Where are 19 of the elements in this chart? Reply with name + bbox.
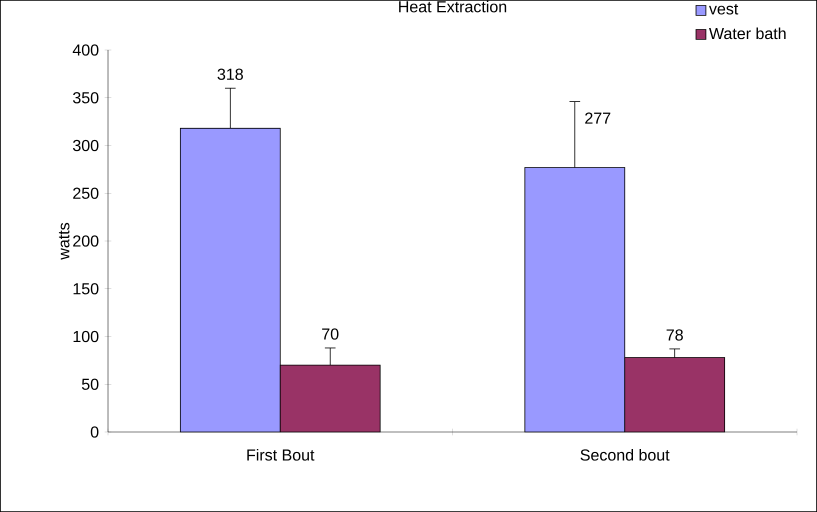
y-tick-label: 100 (74, 330, 98, 342)
y-tick-label: 350 (72, 92, 98, 104)
y-axis-title: watts (58, 222, 70, 260)
chart-title: Heat Extraction (399, 0, 506, 12)
data-label: 78 (666, 329, 683, 341)
data-label: 277 (585, 112, 610, 124)
y-tick-label: 300 (72, 140, 98, 152)
legend-label: Water bath (709, 27, 786, 40)
data-label: 318 (218, 68, 243, 80)
y-tick-label: 0 (90, 426, 98, 438)
y-tick-label: 50 (82, 378, 98, 390)
x-tick-label: First Bout (247, 448, 314, 461)
y-tick-label: 400 (72, 44, 98, 56)
y-tick-label: 250 (73, 188, 98, 199)
y-tick-label: 200 (73, 235, 98, 247)
x-tick-label: Second bout (580, 448, 670, 461)
data-label: 70 (322, 328, 338, 340)
y-tick-label: 150 (74, 283, 98, 294)
legend-label: vest (709, 4, 738, 15)
